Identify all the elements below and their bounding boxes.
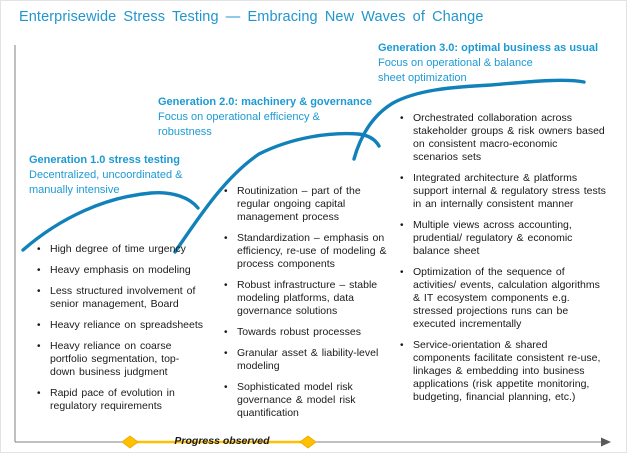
bullet-item: Routinization – part of the regular ongo…: [223, 185, 393, 224]
bullet-item: Integrated architecture & platforms supp…: [399, 172, 606, 211]
bullet-item: Standardization – emphasis on efficiency…: [223, 232, 393, 271]
bullet-item: Granular asset & liability-level modelin…: [223, 347, 393, 373]
slide-title: Enterprisewide Stress Testing — Embracin…: [19, 9, 484, 25]
progress-diamond-right-icon: [299, 435, 317, 449]
generation-3-subheading: Focus on operational & balance sheet opt…: [378, 57, 533, 84]
bullet-item: Rapid pace of evolution in regulatory re…: [36, 387, 204, 413]
generation-1-subheading: Decentralized, uncoordinated & manually …: [29, 169, 183, 196]
generation-2-heading: Generation 2.0: machinery & governance: [158, 96, 372, 108]
progress-observed-label: Progress observed: [174, 435, 270, 447]
generation-3-header: Generation 3.0: optimal business as usua…: [378, 41, 598, 85]
bullet-item: Towards robust processes: [223, 326, 393, 339]
wave-curve-generation-1: [21, 190, 200, 252]
generation-3-bullet-list: Orchestrated collaboration across stakeh…: [399, 112, 606, 412]
wave-curve-generation-3: [352, 78, 586, 161]
generation-1-header: Generation 1.0 stress testing Decentrali…: [29, 153, 207, 197]
generation-3-heading: Generation 3.0: optimal business as usua…: [378, 42, 599, 54]
bullet-item: Robust infrastructure – stable modeling …: [223, 279, 393, 318]
progress-diamond-left-icon: [121, 435, 139, 449]
x-axis-arrow-icon: [601, 437, 611, 447]
bullet-item: Optimization of the sequence of activiti…: [399, 266, 606, 331]
wave-curve-generation-2: [173, 131, 381, 254]
generation-1-bullet-list: High degree of time urgency Heavy emphasi…: [36, 243, 204, 421]
bullet-item: Less structured involvement of senior ma…: [36, 285, 204, 311]
bullet-item: Heavy reliance on spreadsheets: [36, 319, 204, 332]
generation-2-subheading: Focus on operational efficiency & robust…: [158, 111, 320, 138]
generation-1-heading: Generation 1.0 stress testing: [29, 154, 180, 166]
generation-2-header: Generation 2.0: machinery & governance F…: [158, 95, 372, 139]
generation-2-bullet-list: Routinization – part of the regular ongo…: [223, 185, 393, 428]
bullet-item: Service-orientation & shared components …: [399, 339, 606, 404]
bullet-item: Orchestrated collaboration across stakeh…: [399, 112, 606, 164]
bullet-item: Multiple views across accounting, pruden…: [399, 219, 606, 258]
bullet-item: Heavy emphasis on modeling: [36, 264, 204, 277]
bullet-item: Heavy reliance on coarse portfolio segme…: [36, 340, 204, 379]
bullet-item: Sophisticated model risk governance & mo…: [223, 381, 393, 420]
bullet-item: High degree of time urgency: [36, 243, 204, 256]
